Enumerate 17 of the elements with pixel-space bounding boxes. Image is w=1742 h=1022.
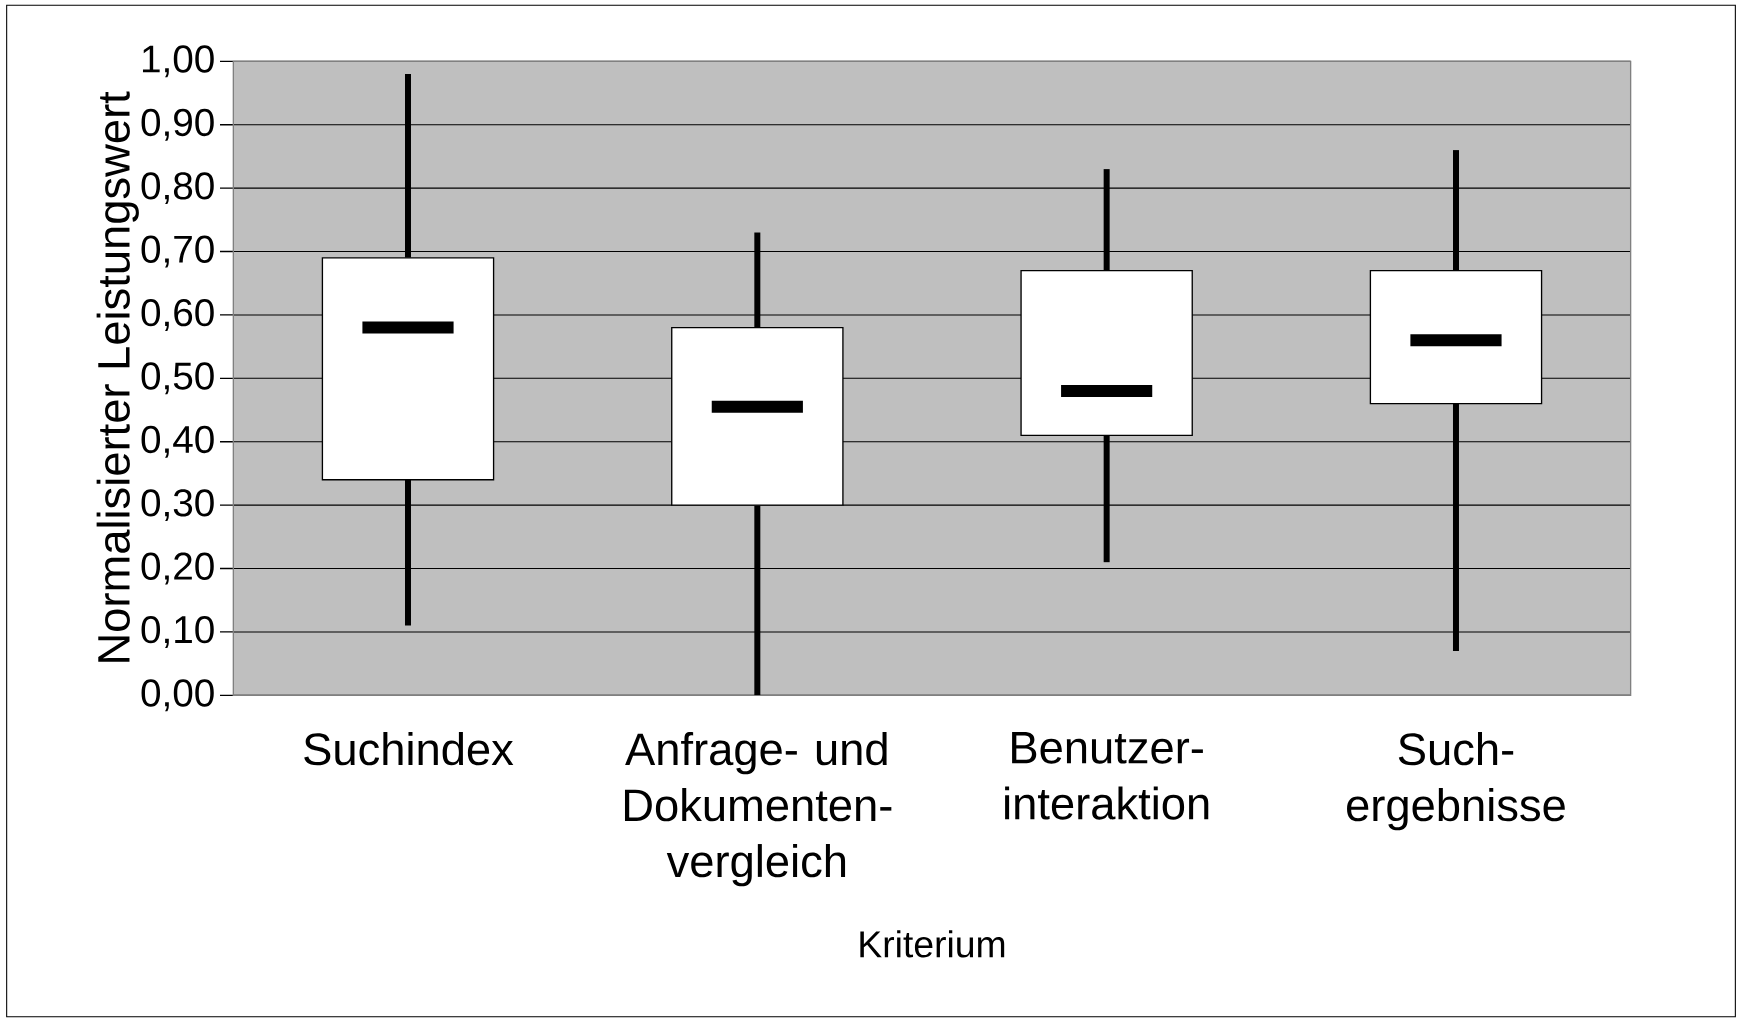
y-tick-label: 0,50 <box>141 362 214 395</box>
y-tick-label: 0,90 <box>141 108 214 141</box>
y-tick-label: 0,10 <box>141 615 214 648</box>
y-tick-label: 0,70 <box>141 235 214 268</box>
x-tick-label: Such-ergebnisse <box>1347 732 1565 831</box>
x-axis-title: Kriterium <box>860 930 1005 958</box>
y-tick-label: 0,20 <box>141 552 214 585</box>
y-axis-title: Normalisierter Leistungswert <box>96 91 139 662</box>
y-tick-label: 0,60 <box>141 298 214 331</box>
x-tick-label: Anfrage- und Dokumenten-vergleich <box>624 732 892 887</box>
y-tick-label: 0,30 <box>141 489 214 522</box>
y-tick-label: 1,00 <box>142 45 214 78</box>
x-tick-label: Benutzer-interaktion <box>1005 732 1209 820</box>
y-tick-label: 0,40 <box>141 425 214 458</box>
y-tick-label: 0,80 <box>141 172 214 205</box>
y-tick-label: 0,00 <box>141 679 214 712</box>
x-tick-label: Suchindex <box>304 732 514 766</box>
